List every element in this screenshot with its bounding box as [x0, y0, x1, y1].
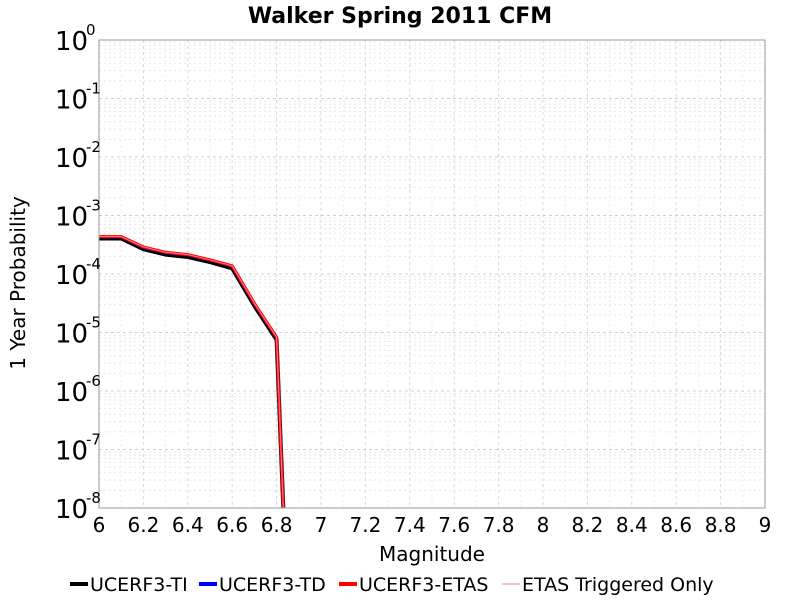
x-tick-label: 6.6 [216, 513, 248, 537]
series-layer [99, 235, 286, 509]
y-tick-exponent: -7 [86, 431, 101, 449]
x-tick-label: 6.4 [172, 513, 204, 537]
y-tick-label: 10 [55, 378, 88, 408]
x-tick-label: 8.8 [705, 513, 737, 537]
series-line-4 [99, 236, 284, 509]
x-tick-label: 8.2 [571, 513, 603, 537]
x-tick-label: 7 [315, 513, 328, 537]
x-tick-label: 7.2 [349, 513, 381, 537]
x-tick-labels: 6 6.2 6.4 6.6 6.8 7 7.2 7.4 7.6 7.8 8 8.2 8.4 8.6 8.8 9 [93, 513, 772, 537]
legend: UCERF3-TI UCERF3-TD UCERF3-ETAS ETAS Trigge… [70, 574, 714, 596]
legend-label-4: ETAS Triggered Only [522, 574, 714, 596]
y-tick-exponent: -1 [86, 80, 101, 98]
y-tick-exponent: -5 [86, 314, 101, 332]
legend-label-1: UCERF3-TI [90, 574, 188, 596]
y-tick-label: 10 [55, 495, 88, 525]
legend-label-3: UCERF3-ETAS [359, 574, 488, 596]
x-tick-label: 9 [759, 513, 772, 537]
x-tick-label: 8.6 [660, 513, 692, 537]
y-tick-exponent: -4 [86, 255, 101, 273]
y-tick-label: 10 [55, 437, 88, 467]
y-axis-label: 1 Year Probability [6, 196, 30, 370]
legend-label-2: UCERF3-TD [219, 574, 326, 596]
x-tick-label: 8.4 [616, 513, 648, 537]
x-tick-label: 7.8 [483, 513, 515, 537]
x-axis-label: Magnitude [379, 542, 485, 566]
x-tick-label: 6.2 [127, 513, 159, 537]
x-tick-label: 7.4 [394, 513, 426, 537]
chart-title: Walker Spring 2011 CFM [248, 4, 552, 29]
y-tick-exponent: -8 [86, 489, 101, 507]
y-tick-exponent: -3 [86, 197, 101, 215]
x-tick-label: 8 [537, 513, 550, 537]
x-tick-label: 6 [93, 513, 106, 537]
y-tick-label: 10 [55, 27, 88, 57]
y-tick-label: 10 [55, 261, 88, 291]
y-tick-label: 10 [55, 144, 88, 174]
y-tick-label: 10 [55, 203, 88, 233]
y-tick-label: 10 [55, 320, 88, 350]
y-tick-exponent: -6 [86, 372, 101, 390]
y-tick-exponent: -2 [86, 138, 101, 156]
x-tick-label: 6.8 [261, 513, 293, 537]
y-tick-label: 10 [55, 86, 88, 116]
x-tick-label: 7.6 [438, 513, 470, 537]
plot-frame [98, 39, 766, 509]
y-tick-exponent: 0 [86, 21, 96, 39]
grid-lines [98, 40, 766, 509]
